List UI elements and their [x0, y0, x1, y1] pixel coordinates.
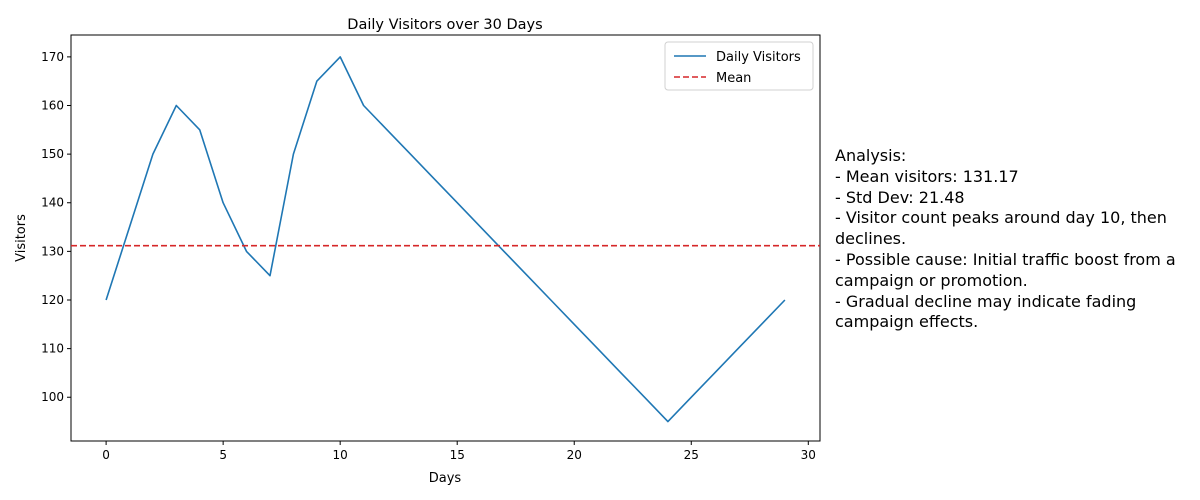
analysis-line: - Possible cause: Initial traffic boost …: [835, 249, 1181, 290]
analysis-line: - Std Dev: 21.48: [835, 187, 965, 207]
y-tick-label: 140: [41, 196, 64, 210]
x-tick-label: 30: [801, 448, 816, 462]
y-axis-ticks: 100 110 120 130 140 150 160 170: [41, 50, 71, 404]
y-tick-label: 110: [41, 342, 64, 356]
analysis-line: - Mean visitors: 131.17: [835, 166, 1019, 186]
analysis-line: - Visitor count peaks around day 10, the…: [835, 208, 1173, 249]
y-tick-label: 160: [41, 99, 64, 113]
legend-box: [664, 41, 814, 91]
x-axis-label: Days: [429, 471, 462, 486]
x-tick-label: 5: [219, 448, 227, 462]
legend-label-daily-visitors: Daily Visitors: [716, 50, 801, 65]
y-tick-label: 170: [41, 50, 64, 64]
legend-label-mean: Mean: [716, 71, 751, 86]
plot-area: [70, 34, 821, 442]
legend: Daily Visitors Mean: [664, 41, 814, 91]
series-line-daily-visitors: [105, 56, 786, 423]
x-tick-label: 20: [567, 448, 582, 462]
x-tick-label: 15: [450, 448, 465, 462]
analysis-line: - Gradual decline may indicate fading ca…: [835, 291, 1142, 332]
y-tick-label: 130: [41, 244, 64, 258]
y-axis-label: Visitors: [14, 214, 29, 262]
analysis-line: Analysis:: [835, 146, 907, 165]
x-tick-label: 10: [333, 448, 348, 462]
x-tick-label: 25: [684, 448, 699, 462]
y-tick-label: 120: [41, 293, 64, 307]
x-tick-label: 0: [102, 448, 110, 462]
chart-title: Daily Visitors over 30 Days: [347, 17, 542, 33]
series-layer: [71, 56, 820, 423]
y-tick-label: 150: [41, 147, 64, 161]
y-tick-label: 100: [41, 390, 64, 404]
analysis-text: Analysis: - Mean visitors: 131.17 - Std …: [835, 146, 1195, 333]
x-axis-ticks: 0 5 10 15 20 25 30: [102, 441, 816, 462]
